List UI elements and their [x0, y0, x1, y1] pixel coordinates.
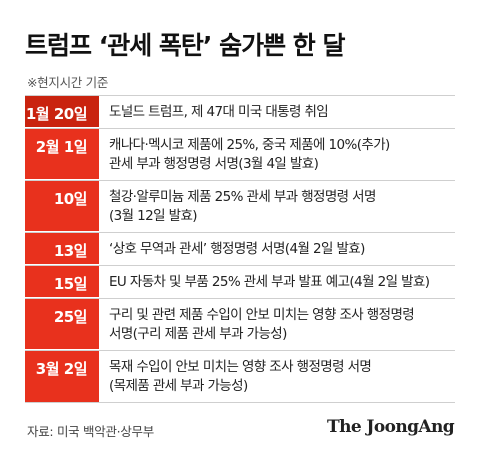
timeline-description: 캐나다·멕시코 제품에 25%, 중국 제품에 10%(추가) 관세 부과 행정… — [109, 137, 390, 172]
timeline-date: 3월 2일 — [25, 351, 99, 402]
timeline-description: 구리 및 관련 제품 수입이 안보 미치는 영향 조사 행정명령 서명(구리 제… — [109, 307, 415, 342]
timeline-row: 25일 구리 및 관련 제품 수입이 안보 미치는 영향 조사 행정명령 서명(… — [25, 299, 455, 351]
timeline-row: 2월 1일 캐나다·멕시코 제품에 25%, 중국 제품에 10%(추가) 관세… — [25, 129, 455, 181]
timeline-row: 1월 20일 도널드 트럼프, 제 47대 미국 대통령 취임 — [25, 95, 455, 129]
timeline-description: EU 자동차 및 부품 25% 관세 부과 발표 예고(4월 2일 발효) — [109, 274, 430, 290]
timeline-description: 도널드 트럼프, 제 47대 미국 대통령 취임 — [109, 104, 329, 120]
page-title: 트럼프 ‘관세 폭탄’ 숨가쁜 한 달 — [25, 31, 346, 60]
timeline-date: 1월 20일 — [25, 96, 99, 128]
timeline-description: 철강·알루미늄 제품 25% 관세 부과 행정명령 서명 (3월 12일 발효) — [109, 189, 376, 224]
timeline-date: 2월 1일 — [25, 129, 99, 180]
timeline-row: 3월 2일 목재 수입이 안보 미치는 영향 조사 행정명령 서명 (목제품 관… — [25, 351, 455, 403]
timeline-date: 15일 — [25, 266, 99, 298]
timeline-row: 10일 철강·알루미늄 제품 25% 관세 부과 행정명령 서명 (3월 12일… — [25, 181, 455, 233]
timeline-row: 13일 ‘상호 무역과 관세’ 행정명령 서명(4월 2일 발효) — [25, 233, 455, 266]
timezone-note: ※현지시간 기준 — [27, 75, 109, 90]
source-credit: 자료: 미국 백악관·상무부 — [27, 424, 154, 439]
timeline-date: 25일 — [25, 299, 99, 350]
timeline-description: ‘상호 무역과 관세’ 행정명령 서명(4월 2일 발효) — [109, 241, 365, 257]
timeline-description: 목재 수입이 안보 미치는 영향 조사 행정명령 서명 (목제품 관세 부과 가… — [109, 359, 372, 394]
timeline-date: 10일 — [25, 181, 99, 232]
timeline-row: 15일 EU 자동차 및 부품 25% 관세 부과 발표 예고(4월 2일 발효… — [25, 266, 455, 299]
timeline-date: 13일 — [25, 233, 99, 265]
timeline-table: 1월 20일 도널드 트럼프, 제 47대 미국 대통령 취임 2월 1일 캐나… — [25, 95, 455, 403]
brand-logo: The JoongAng — [327, 417, 455, 437]
